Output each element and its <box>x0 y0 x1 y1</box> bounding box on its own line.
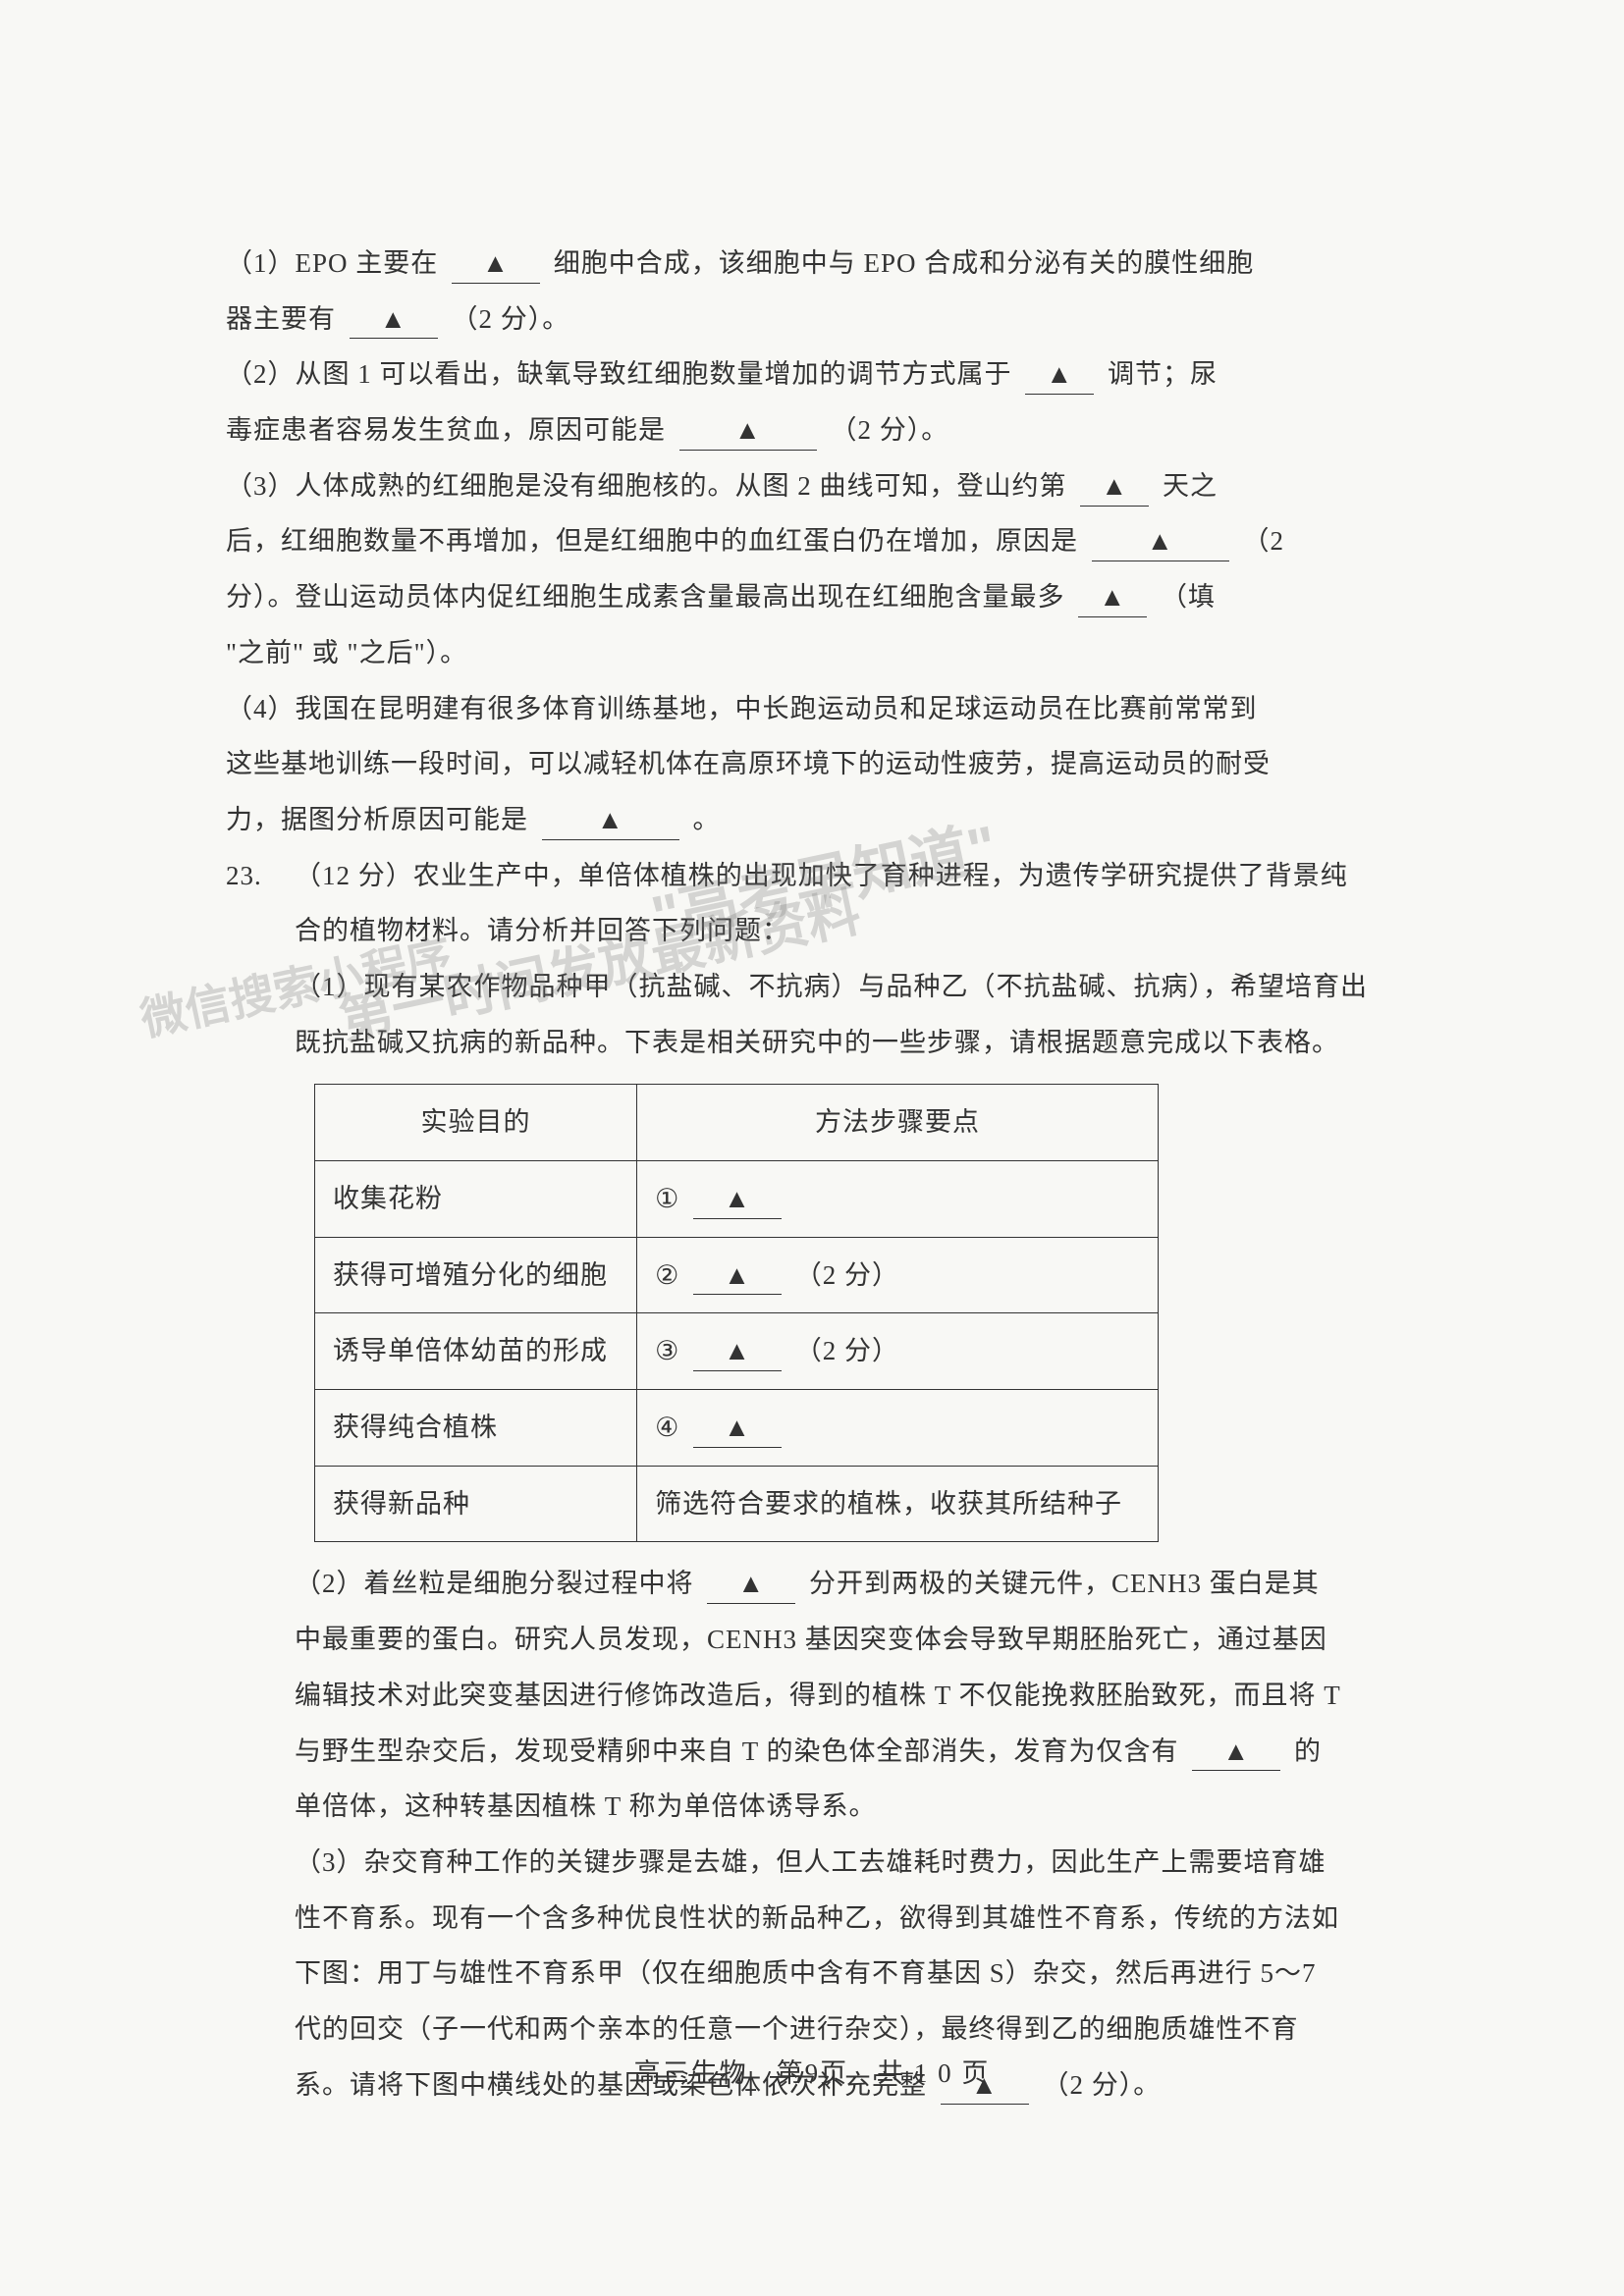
table-cell: 获得可增殖分化的细胞 <box>315 1237 637 1313</box>
table-row: 获得新品种 筛选符合要求的植株，收获其所结种子 <box>315 1466 1159 1542</box>
q3-l3a: 分）。登山运动员体内促红细胞生成素含量最高出现在红细胞含量最多 <box>226 582 1065 612</box>
q4-line1: （4）我国在昆明建有很多体育训练基地，中长跑运动员和足球运动员在比赛前常常到 <box>226 681 1398 737</box>
question-23: 23. （12 分）农业生产中，单倍体植株的出现加快了育种进程，为遗传学研究提供… <box>226 848 1398 2113</box>
exam-page: （1）EPO 主要在 ▲ 细胞中合成，该细胞中与 EPO 合成和分泌有关的膜性细… <box>0 0 1624 2296</box>
q2-line2: 毒症患者容易发生贫血，原因可能是 ▲ （2 分）。 <box>226 402 1398 458</box>
table-row: 获得纯合植株 ④ ▲ <box>315 1390 1159 1467</box>
table-cell: 筛选符合要求的植株，收获其所结种子 <box>637 1466 1159 1542</box>
q1-line2: 器主要有 ▲ （2 分）。 <box>226 292 1398 347</box>
q23-p2l3: 编辑技术对此突变基因进行修饰改造后，得到的植株 T 不仅能挽救胚胎致死，而且将 … <box>295 1668 1398 1724</box>
q23-p2l4b: 的 <box>1294 1736 1322 1766</box>
blank-q1-2: ▲ <box>350 301 438 340</box>
q3-l2b: （2 <box>1243 526 1285 556</box>
q2-l1a: （2）从图 1 可以看出，缺氧导致红细胞数量增加的调节方式属于 <box>226 359 1012 389</box>
q4-l2: 这些基地训练一段时间，可以减轻机体在高原环境下的运动性疲劳，提高运动员的耐受 <box>226 749 1271 778</box>
table-cell: 诱导单倍体幼苗的形成 <box>315 1313 637 1390</box>
blank-q1-1: ▲ <box>452 245 540 284</box>
blank-table-1: ▲ <box>693 1181 782 1219</box>
blank-q2-1: ▲ <box>1025 356 1094 395</box>
content-block: （1）EPO 主要在 ▲ 细胞中合成，该细胞中与 EPO 合成和分泌有关的膜性细… <box>226 236 1398 2112</box>
table-cell: 获得新品种 <box>315 1466 637 1542</box>
blank-q3-1: ▲ <box>1080 468 1149 507</box>
q23-p1l2: 既抗盐碱又抗病的新品种。下表是相关研究中的一些步骤，请根据题意完成以下表格。 <box>295 1015 1398 1071</box>
page-footer: 高三生物 第9页 共 1 0 页 <box>0 2052 1624 2090</box>
q2-l2a: 毒症患者容易发生贫血，原因可能是 <box>226 415 666 445</box>
step-num: ② <box>655 1248 679 1304</box>
q23-p3l2: 性不育系。现有一个含多种优良性状的新品种乙，欲得到其雄性不育系，传统的方法如 <box>295 1891 1398 1947</box>
q2-line1: （2）从图 1 可以看出，缺氧导致红细胞数量增加的调节方式属于 ▲ 调节；尿 <box>226 347 1398 402</box>
table-head-left: 实验目的 <box>315 1085 637 1161</box>
q2-l1b: 调节；尿 <box>1108 359 1218 389</box>
q23-p2l5: 单倍体，这种转基因植株 T 称为单倍体诱导系。 <box>295 1779 1398 1835</box>
q3-line2: 后，红细胞数量不再增加，但是红细胞中的血红蛋白仍在增加，原因是 ▲ （2 <box>226 513 1398 569</box>
q3-line1: （3）人体成熟的红细胞是没有细胞核的。从图 2 曲线可知，登山约第 ▲ 天之 <box>226 458 1398 514</box>
step-num: ③ <box>655 1323 679 1379</box>
table-row: 收集花粉 ① ▲ <box>315 1161 1159 1238</box>
blank-q23-p2-2: ▲ <box>1192 1734 1280 1772</box>
q23-p2l4a: 与野生型杂交后，发现受精卵中来自 T 的染色体全部消失，发育为仅含有 <box>295 1736 1179 1766</box>
blank-table-2: ▲ <box>693 1257 782 1296</box>
blank-q3-2: ▲ <box>1092 523 1229 561</box>
q23-p2l1a: （2）着丝粒是细胞分裂过程中将 <box>295 1569 694 1598</box>
table-row: 实验目的 方法步骤要点 <box>315 1085 1159 1161</box>
q23-p2l2: 中最重要的蛋白。研究人员发现，CENH3 基因突变体会导致早期胚胎死亡，通过基因 <box>295 1612 1398 1668</box>
q3-l1b: 天之 <box>1163 471 1218 501</box>
q3-line4: "之前" 或 "之后"）。 <box>226 625 1398 681</box>
q1-line1: （1）EPO 主要在 ▲ 细胞中合成，该细胞中与 EPO 合成和分泌有关的膜性细… <box>226 236 1398 292</box>
q3-l3b: （填 <box>1161 582 1216 612</box>
q2-l2b: （2 分）。 <box>831 415 949 445</box>
table-cell: ② ▲ （2 分） <box>637 1237 1159 1313</box>
q23-number: 23. <box>226 848 262 904</box>
q23-p3l1: （3）杂交育种工作的关键步骤是去雄，但人工去雄耗时费力，因此生产上需要培育雄 <box>295 1835 1398 1891</box>
blank-q2-2: ▲ <box>679 412 817 451</box>
q4-line2: 这些基地训练一段时间，可以减轻机体在高原环境下的运动性疲劳，提高运动员的耐受 <box>226 736 1398 792</box>
table-cell: ① ▲ <box>637 1161 1159 1238</box>
q23-p2l4: 与野生型杂交后，发现受精卵中来自 T 的染色体全部消失，发育为仅含有 ▲ 的 <box>295 1724 1398 1780</box>
blank-q23-p2-1: ▲ <box>707 1566 795 1604</box>
blank-q4-1: ▲ <box>542 802 679 840</box>
table-row: 诱导单倍体幼苗的形成 ③ ▲ （2 分） <box>315 1313 1159 1390</box>
blank-table-4: ▲ <box>693 1410 782 1448</box>
q1-l1b: 细胞中合成，该细胞中与 EPO 合成和分泌有关的膜性细胞 <box>554 248 1255 278</box>
q23-p3l3: 下图：用丁与雄性不育系甲（仅在细胞质中含有不育基因 S）杂交，然后再进行 5～7 <box>295 1946 1398 2002</box>
blank-q3-3: ▲ <box>1078 579 1147 617</box>
table-row: 获得可增殖分化的细胞 ② ▲ （2 分） <box>315 1237 1159 1313</box>
q4-l1: （4）我国在昆明建有很多体育训练基地，中长跑运动员和足球运动员在比赛前常常到 <box>226 694 1258 723</box>
table-cell: 获得纯合植株 <box>315 1390 637 1467</box>
table-cell: ④ ▲ <box>637 1390 1159 1467</box>
q1-l1a: （1）EPO 主要在 <box>226 248 438 278</box>
q1-l2b: （2 分）。 <box>452 304 570 334</box>
q1-l2a: 器主要有 <box>226 304 336 334</box>
step-num: ④ <box>655 1400 679 1456</box>
q4-l3a: 力，据图分析原因可能是 <box>226 805 528 834</box>
q23-p2l1: （2）着丝粒是细胞分裂过程中将 ▲ 分开到两极的关键元件，CENH3 蛋白是其 <box>295 1556 1398 1612</box>
q4-l3b: 。 <box>693 805 721 834</box>
q23-p2l1b: 分开到两极的关键元件，CENH3 蛋白是其 <box>809 1569 1320 1598</box>
table-head-right: 方法步骤要点 <box>637 1085 1159 1161</box>
blank-table-3: ▲ <box>693 1333 782 1371</box>
points-label: （2 分） <box>795 1336 899 1365</box>
q3-l1a: （3）人体成熟的红细胞是没有细胞核的。从图 2 曲线可知，登山约第 <box>226 471 1067 501</box>
q23-p1l1: （1）现有某农作物品种甲（抗盐碱、不抗病）与品种乙（不抗盐碱、抗病），希望培育出 <box>295 959 1398 1015</box>
step-num: ① <box>655 1171 679 1227</box>
q3-line3: 分）。登山运动员体内促红细胞生成素含量最高出现在红细胞含量最多 ▲ （填 <box>226 569 1398 625</box>
q23-intro1: （12 分）农业生产中，单倍体植株的出现加快了育种进程，为遗传学研究提供了背景纯 <box>295 848 1398 904</box>
experiment-table: 实验目的 方法步骤要点 收集花粉 ① ▲ 获得可增殖分化的细胞 ② ▲ （2 分… <box>314 1084 1159 1542</box>
q23-p3l4: 代的回交（子一代和两个亲本的任意一个进行杂交），最终得到乙的细胞质雄性不育 <box>295 2002 1398 2057</box>
q4-line3: 力，据图分析原因可能是 ▲ 。 <box>226 792 1398 848</box>
q3-l2a: 后，红细胞数量不再增加，但是红细胞中的血红蛋白仍在增加，原因是 <box>226 526 1078 556</box>
points-label: （2 分） <box>795 1260 899 1290</box>
table-cell: 收集花粉 <box>315 1161 637 1238</box>
q3-l4: "之前" 或 "之后"）。 <box>226 638 467 667</box>
q23-intro2: 合的植物材料。请分析并回答下列问题： <box>295 903 1398 959</box>
table-cell: ③ ▲ （2 分） <box>637 1313 1159 1390</box>
